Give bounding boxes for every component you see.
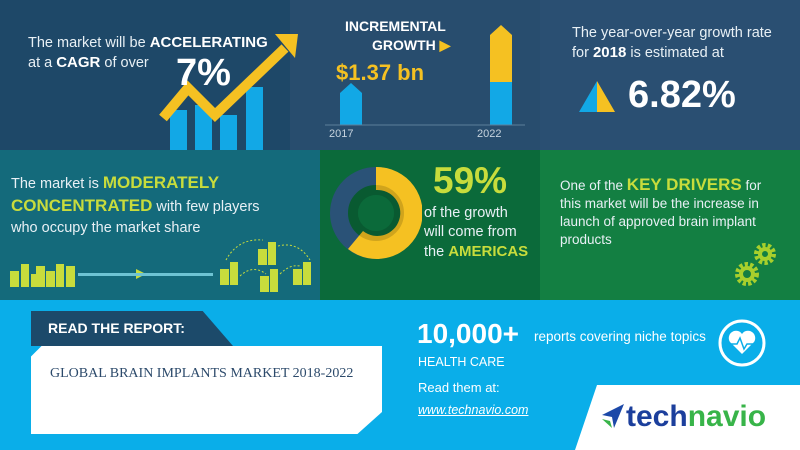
- cagr-value: 7%: [176, 52, 231, 94]
- website-link[interactable]: www.technavio.com: [418, 403, 529, 417]
- incremental-bars: [325, 25, 525, 126]
- incremental-label: INCREMENTAL GROWTH ▶: [345, 18, 451, 53]
- logo-mark-icon: [602, 404, 624, 428]
- region-value: 59%: [433, 160, 508, 201]
- yoy-value: 6.82%: [628, 74, 736, 116]
- year-start: 2017: [329, 128, 354, 140]
- cagr-text: The market will be ACCELERATING at a CAG…: [28, 34, 268, 71]
- report-card[interactable]: [31, 346, 382, 434]
- americas-share-arc: [348, 167, 422, 259]
- region-text: of the growth will come from the AMERICAS: [424, 205, 529, 260]
- region-donut-chart: [330, 167, 422, 259]
- promo-desc: reports covering niche topics: [534, 329, 706, 344]
- report-tab-label: READ THE REPORT:: [48, 320, 185, 336]
- year-end: 2022: [477, 128, 502, 140]
- cagr-panel: [0, 0, 290, 150]
- report-tab: [31, 311, 233, 346]
- concentration-text: The market is MODERATELY CONCENTRATED wi…: [11, 173, 260, 236]
- heart-monitor-icon: [718, 319, 766, 367]
- drivers-text: One of the KEY DRIVERS for this market w…: [560, 175, 762, 248]
- yoy-panel: [540, 0, 800, 150]
- promo-count: 10,000+: [417, 318, 519, 349]
- incremental-value: $1.37 bn: [336, 60, 425, 85]
- report-title[interactable]: GLOBAL BRAIN IMPLANTS MARKET 2018-2022: [50, 366, 354, 381]
- promo-read: Read them at:: [418, 380, 500, 395]
- up-triangle-icon: [579, 81, 615, 112]
- buildings-illustration: [10, 239, 311, 292]
- technavio-logo: technavio: [600, 400, 766, 434]
- growth-chart-icon: [159, 34, 298, 150]
- play-arrow-icon: ▶: [439, 37, 451, 53]
- yoy-text: The year-over-year growth rate for 2018 i…: [572, 25, 772, 61]
- promo-category: HEALTH CARE: [418, 355, 505, 369]
- gears-icon: [735, 243, 776, 286]
